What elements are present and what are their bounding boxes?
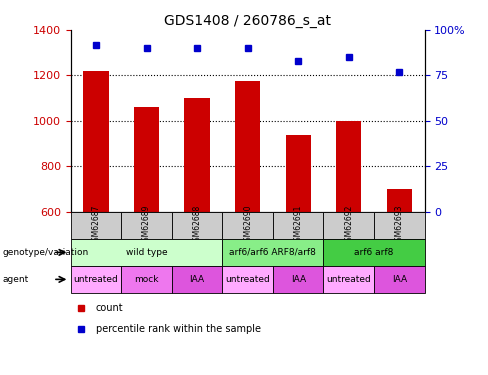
Text: GSM62692: GSM62692 xyxy=(344,205,353,246)
Text: count: count xyxy=(96,303,123,313)
Text: GSM62691: GSM62691 xyxy=(294,205,303,246)
Bar xyxy=(273,266,324,293)
Bar xyxy=(324,239,425,266)
Bar xyxy=(374,212,425,239)
Text: GSM62689: GSM62689 xyxy=(142,205,151,246)
Text: GSM62693: GSM62693 xyxy=(395,205,404,246)
Bar xyxy=(336,121,362,212)
Text: genotype/variation: genotype/variation xyxy=(2,248,89,257)
Text: GSM62687: GSM62687 xyxy=(92,205,101,246)
Bar xyxy=(235,81,260,212)
Text: IAA: IAA xyxy=(291,275,306,284)
Bar xyxy=(71,212,122,239)
Bar xyxy=(223,212,273,239)
Text: untreated: untreated xyxy=(225,275,270,284)
Text: wild type: wild type xyxy=(126,248,167,257)
Text: untreated: untreated xyxy=(326,275,371,284)
Bar xyxy=(71,266,122,293)
Bar xyxy=(223,266,273,293)
Text: IAA: IAA xyxy=(189,275,204,284)
Text: arf6/arf6 ARF8/arf8: arf6/arf6 ARF8/arf8 xyxy=(229,248,316,257)
Text: mock: mock xyxy=(134,275,159,284)
Bar xyxy=(71,239,223,266)
Text: GSM62688: GSM62688 xyxy=(193,205,202,246)
Bar xyxy=(386,189,412,212)
Bar xyxy=(134,107,159,212)
Bar xyxy=(122,212,172,239)
Bar xyxy=(122,266,172,293)
Text: percentile rank within the sample: percentile rank within the sample xyxy=(96,324,261,334)
Bar xyxy=(223,239,324,266)
Bar xyxy=(324,266,374,293)
Bar xyxy=(172,266,223,293)
Text: IAA: IAA xyxy=(392,275,407,284)
Text: arf6 arf8: arf6 arf8 xyxy=(354,248,394,257)
Bar xyxy=(285,135,311,212)
Bar xyxy=(172,212,223,239)
Text: GSM62690: GSM62690 xyxy=(243,205,252,246)
Bar xyxy=(184,98,210,212)
Bar xyxy=(374,266,425,293)
Text: untreated: untreated xyxy=(74,275,119,284)
Text: agent: agent xyxy=(2,275,29,284)
Title: GDS1408 / 260786_s_at: GDS1408 / 260786_s_at xyxy=(164,13,331,28)
Bar xyxy=(273,212,324,239)
Bar xyxy=(324,212,374,239)
Bar xyxy=(83,71,109,212)
